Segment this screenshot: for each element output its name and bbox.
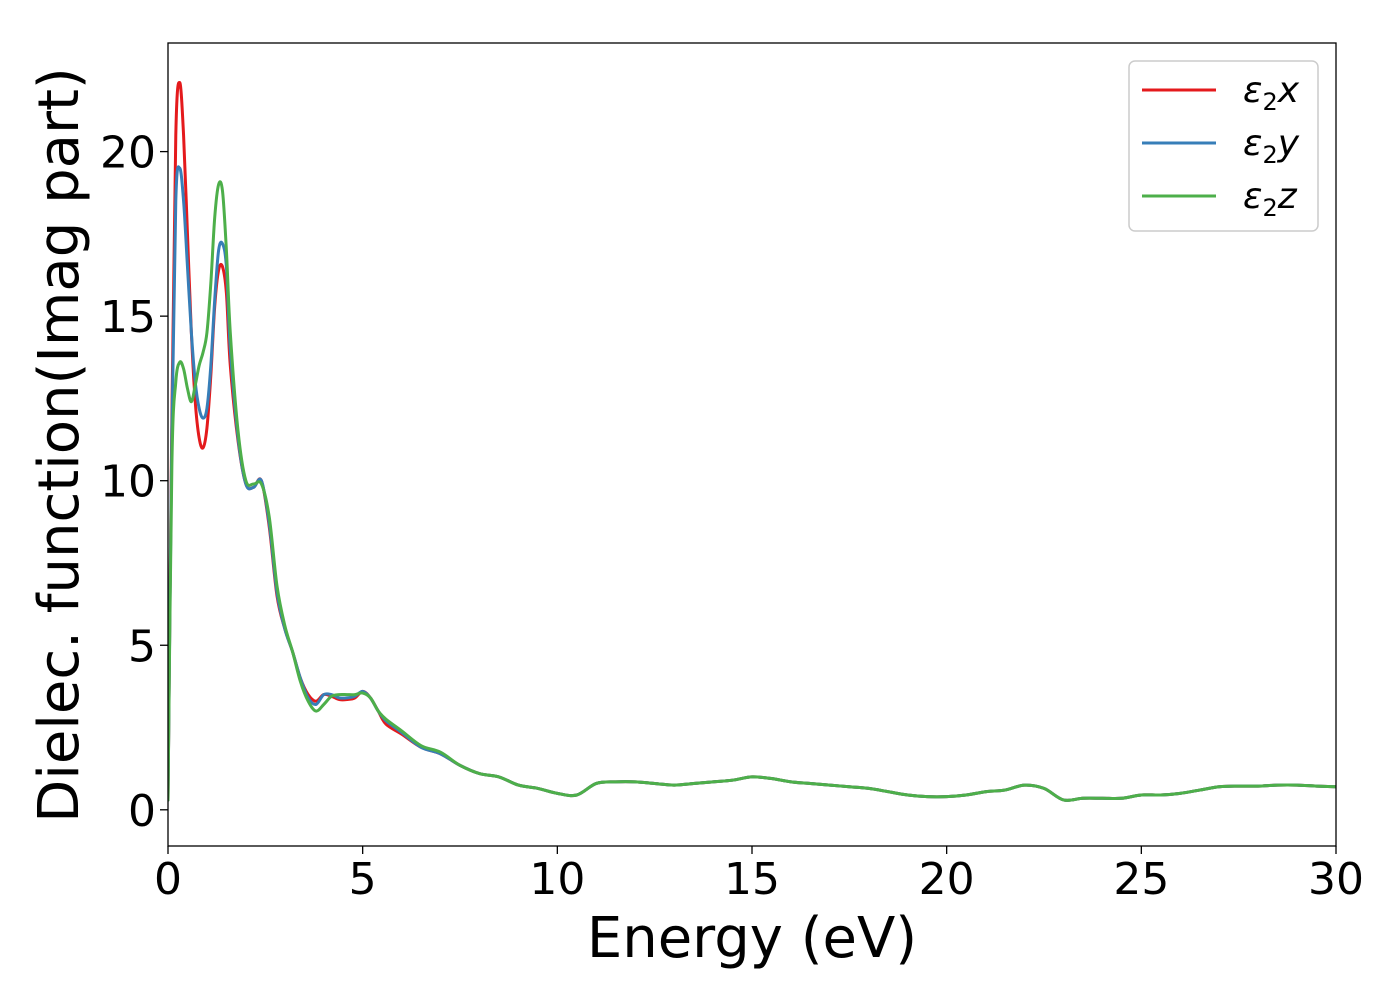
legend-label-y: ε2y [1243, 123, 1300, 169]
y-axis: 0 5 10 15 20 [100, 128, 168, 837]
series-line-z [168, 180, 1336, 802]
x-tick-label: 10 [529, 854, 585, 905]
x-tick-label: 15 [724, 854, 780, 905]
x-tick-label: 30 [1308, 854, 1364, 905]
x-tick-label: 0 [154, 854, 182, 905]
x-tick-label: 5 [349, 854, 377, 905]
x-tick-label: 25 [1113, 854, 1169, 905]
y-tick-label: 5 [128, 621, 156, 672]
y-tick-label: 10 [100, 457, 156, 508]
series-layer [168, 80, 1336, 802]
legend-box [1128, 60, 1319, 232]
legend: ε2x ε2y ε2z [1128, 60, 1319, 232]
series-line-y [168, 165, 1336, 802]
legend-label-z: ε2z [1243, 176, 1298, 222]
x-tick-label: 20 [919, 854, 975, 905]
x-axis: 0 5 10 15 20 25 30 [154, 846, 1364, 905]
y-tick-label: 15 [100, 292, 156, 343]
y-axis-label: Dielec. function(Imag part) [27, 67, 92, 823]
y-tick-label: 0 [128, 786, 156, 837]
y-tick-label: 20 [100, 128, 156, 179]
legend-label-x: ε2x [1243, 70, 1300, 116]
x-axis-label: Energy (eV) [587, 906, 917, 971]
